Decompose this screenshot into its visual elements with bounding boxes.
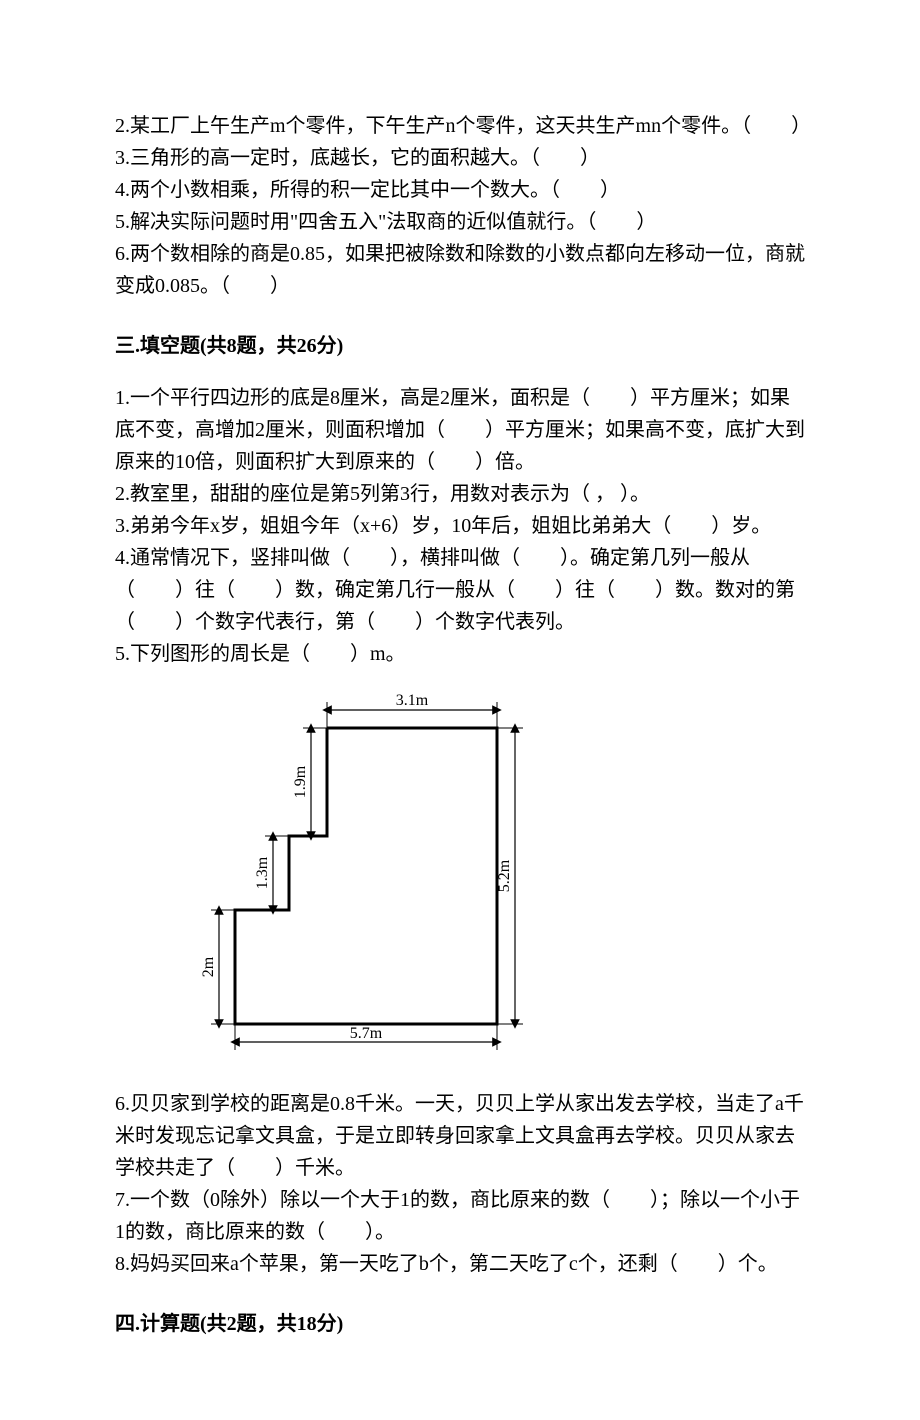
dim-lower-left: 2m	[200, 910, 235, 1024]
judgment-item-3: 3.三角形的高一定时，底越长，它的面积越大。（ ）	[115, 142, 805, 174]
perimeter-figure: 3.1m 5.2m 5.7m 1.9m	[195, 688, 805, 1068]
section-4-heading: 四.计算题(共2题，共18分)	[115, 1308, 805, 1340]
fill-item-5: 5.下列图形的周长是（ ）m。	[115, 638, 805, 670]
fill-item-6: 6.贝贝家到学校的距离是0.8千米。一天，贝贝上学从家出发去学校，当走了a千米时…	[115, 1088, 805, 1184]
dim-top: 3.1m	[327, 692, 497, 728]
section-3-heading: 三.填空题(共8题，共26分)	[115, 330, 805, 362]
shape-outline	[235, 728, 497, 1024]
dim-upper-left: 1.9m	[292, 728, 327, 836]
fill-item-8: 8.妈妈买回来a个苹果，第一天吃了b个，第二天吃了c个，还剩（ ）个。	[115, 1248, 805, 1280]
dim-mid-left-label: 1.3m	[254, 856, 271, 889]
fill-item-4: 4.通常情况下，竖排叫做（ ），横排叫做（ ）。确定第几列一般从（ ）往（ ）数…	[115, 542, 805, 638]
judgment-item-4: 4.两个小数相乘，所得的积一定比其中一个数大。（ ）	[115, 174, 805, 206]
judgment-item-2: 2.某工厂上午生产m个零件，下午生产n个零件，这天共生产mn个零件。（ ）	[115, 110, 805, 142]
fill-item-2: 2.教室里，甜甜的座位是第5列第3行，用数对表示为（ ， ）。	[115, 478, 805, 510]
fill-item-7: 7.一个数（0除外）除以一个大于1的数，商比原来的数（ ）；除以一个小于1的数，…	[115, 1184, 805, 1248]
dim-top-label: 3.1m	[396, 692, 429, 709]
page: 2.某工厂上午生产m个零件，下午生产n个零件，这天共生产mn个零件。（ ） 3.…	[0, 0, 920, 1420]
dim-right-label: 5.2m	[496, 859, 513, 892]
dim-bottom-label: 5.7m	[350, 1025, 383, 1042]
judgment-item-6: 6.两个数相除的商是0.85，如果把被除数和除数的小数点都向左移动一位，商就变成…	[115, 238, 805, 302]
judgment-item-5: 5.解决实际问题时用"四舍五入"法取商的近似值就行。（ ）	[115, 206, 805, 238]
perimeter-svg: 3.1m 5.2m 5.7m 1.9m	[195, 688, 535, 1058]
dim-bottom: 5.7m	[235, 1024, 497, 1050]
dim-lower-left-label: 2m	[200, 956, 217, 977]
fill-item-1: 1.一个平行四边形的底是8厘米，高是2厘米，面积是（ ）平方厘米；如果底不变，高…	[115, 382, 805, 478]
fill-item-3: 3.弟弟今年x岁，姐姐今年（x+6）岁，10年后，姐姐比弟弟大（ ）岁。	[115, 510, 805, 542]
dim-upper-left-label: 1.9m	[292, 765, 309, 798]
dim-mid-left: 1.3m	[254, 836, 289, 910]
dim-right: 5.2m	[496, 728, 523, 1024]
